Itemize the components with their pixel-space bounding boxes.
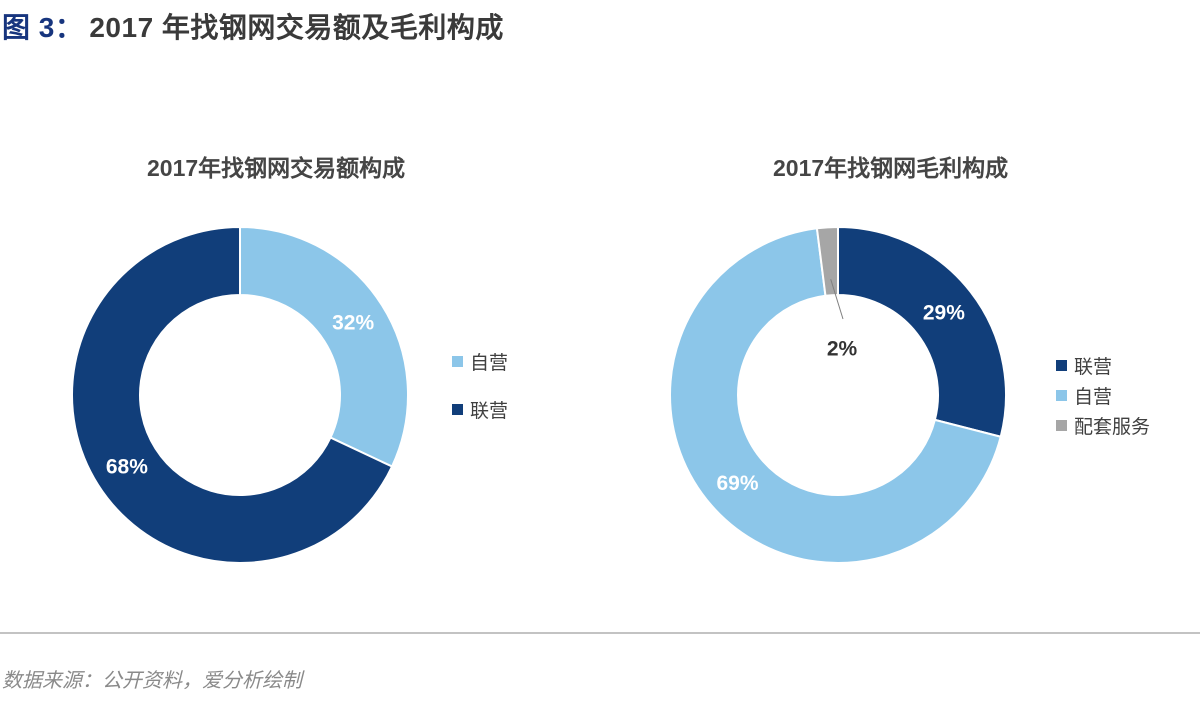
legend-swatch — [1056, 359, 1067, 371]
legend-item: 自营 — [452, 350, 509, 374]
donut-chart-transaction: 32% 68% — [71, 225, 409, 564]
donut-slice-配套服务 — [815, 225, 839, 297]
legend-swatch — [1056, 389, 1067, 401]
figure-header: 图 3： 2017 年找钢网交易额及毛利构成 — [2, 6, 504, 46]
legend-label: 联营 — [1074, 356, 1113, 378]
slice-percent-label: 29% — [923, 301, 965, 324]
slice-percent-label: 69% — [716, 472, 758, 495]
legend-label: 配套服务 — [1074, 416, 1151, 438]
source-note: 数据来源：公开资料，爱分析绘制 — [2, 670, 302, 692]
chart-title-grossprofit: 2017年找钢网毛利构成 — [773, 155, 1009, 181]
slice-percent-label: 32% — [332, 312, 374, 335]
legend-swatch — [1056, 419, 1067, 431]
slice-percent-label: 68% — [106, 455, 148, 478]
donut-slice-联营 — [837, 225, 1007, 438]
slice-percent-label: 2% — [827, 338, 858, 361]
figure-number-label: 图 3： — [2, 12, 84, 43]
legend-grossprofit: 联营 自营 配套服务 — [1056, 354, 1151, 438]
legend-label: 联营 — [470, 400, 509, 422]
legend-swatch — [452, 403, 463, 415]
legend-label: 自营 — [470, 352, 509, 374]
legend-transaction: 自营 联营 — [452, 350, 509, 422]
donut-chart-grossprofit: 29% 69% 2% — [669, 225, 1007, 564]
legend-label: 自营 — [1074, 386, 1113, 408]
donut-slice-自营 — [239, 225, 409, 468]
figure-title: 2017 年找钢网交易额及毛利构成 — [89, 12, 504, 43]
legend-item: 联营 — [1056, 354, 1150, 378]
legend-item: 配套服务 — [1056, 414, 1151, 438]
chart-title-transaction: 2017年找钢网交易额构成 — [147, 155, 406, 181]
legend-swatch — [452, 355, 463, 367]
label-leader-line — [830, 279, 844, 320]
legend-item: 自营 — [1056, 384, 1150, 408]
legend-item: 联营 — [452, 398, 509, 422]
divider-line — [0, 632, 1200, 634]
donut-slice-自营 — [669, 227, 1002, 564]
donut-slice-联营 — [71, 225, 394, 564]
